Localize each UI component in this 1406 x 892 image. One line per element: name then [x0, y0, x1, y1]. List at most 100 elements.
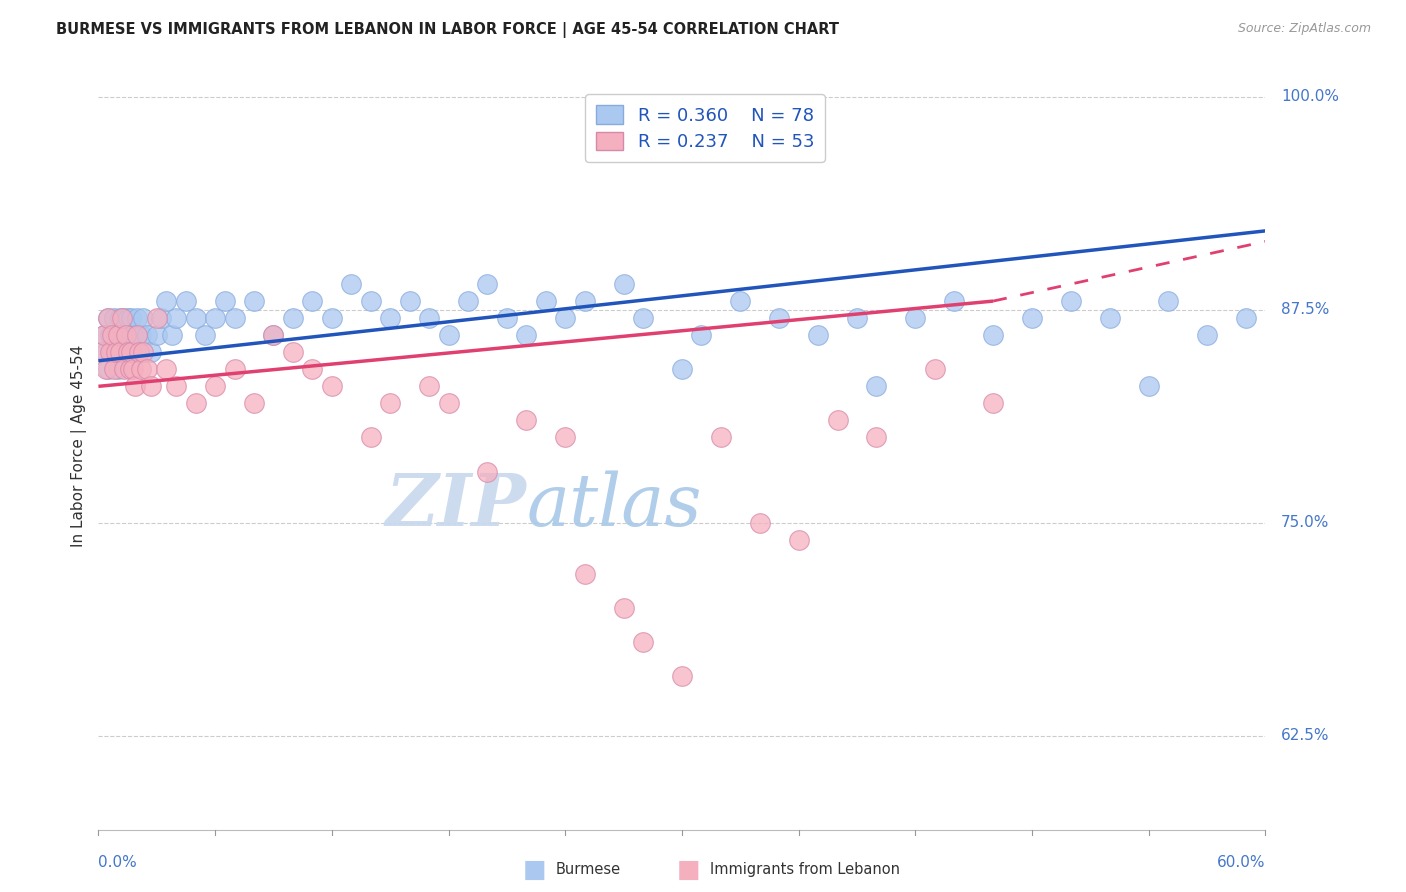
- Point: [807, 328, 830, 343]
- Point: [787, 533, 810, 547]
- Point: [124, 345, 146, 359]
- Point: [97, 311, 120, 326]
- Point: [437, 396, 460, 410]
- Point: [104, 345, 127, 359]
- Point: [418, 311, 440, 326]
- Point: [477, 465, 499, 479]
- Point: [97, 311, 120, 326]
- Point: [214, 294, 236, 309]
- Point: [981, 396, 1004, 410]
- Point: [281, 311, 304, 326]
- Point: [281, 345, 304, 359]
- Point: [631, 635, 654, 649]
- Point: [710, 430, 733, 444]
- Point: [243, 294, 266, 309]
- Text: ■: ■: [523, 858, 546, 881]
- Text: 0.0%: 0.0%: [98, 855, 138, 870]
- Point: [111, 345, 134, 359]
- Point: [121, 345, 143, 359]
- Point: [149, 311, 172, 326]
- Point: [554, 430, 576, 444]
- Point: [107, 345, 129, 359]
- Point: [184, 311, 207, 326]
- Point: [1195, 328, 1218, 343]
- Text: ZIP: ZIP: [385, 470, 526, 541]
- Point: [139, 379, 162, 393]
- Point: [139, 345, 162, 359]
- Point: [122, 362, 145, 376]
- Point: [224, 311, 246, 326]
- Text: 62.5%: 62.5%: [1281, 728, 1330, 743]
- Point: [865, 379, 887, 393]
- Text: ■: ■: [678, 858, 700, 881]
- Point: [121, 311, 143, 326]
- Point: [146, 311, 169, 326]
- Point: [671, 669, 693, 683]
- Point: [827, 413, 849, 427]
- Text: 75.0%: 75.0%: [1281, 516, 1329, 530]
- Point: [93, 328, 115, 343]
- Point: [457, 294, 479, 309]
- Point: [1313, 243, 1336, 257]
- Point: [243, 396, 266, 410]
- Point: [98, 328, 121, 343]
- Point: [380, 311, 402, 326]
- Point: [612, 601, 634, 615]
- Point: [127, 328, 149, 343]
- Point: [380, 396, 402, 410]
- Point: [114, 328, 136, 343]
- Point: [136, 328, 159, 343]
- Point: [631, 311, 654, 326]
- Point: [194, 328, 217, 343]
- Point: [107, 362, 129, 376]
- Point: [93, 328, 115, 343]
- Point: [155, 294, 177, 309]
- Point: [97, 362, 120, 376]
- Point: [108, 311, 131, 326]
- Point: [262, 328, 284, 343]
- Point: [91, 345, 114, 359]
- Point: [768, 311, 790, 326]
- Point: [117, 345, 139, 359]
- Point: [136, 362, 159, 376]
- Point: [165, 311, 187, 326]
- Point: [418, 379, 440, 393]
- Point: [301, 294, 323, 309]
- Point: [398, 294, 420, 309]
- Point: [96, 345, 118, 359]
- Point: [117, 311, 139, 326]
- Point: [104, 328, 127, 343]
- Point: [103, 362, 125, 376]
- Point: [118, 328, 141, 343]
- Point: [111, 328, 134, 343]
- Text: 87.5%: 87.5%: [1281, 302, 1329, 318]
- Point: [111, 311, 134, 326]
- Point: [224, 362, 246, 376]
- Point: [103, 311, 125, 326]
- Point: [262, 328, 284, 343]
- Point: [1098, 311, 1121, 326]
- Point: [574, 294, 596, 309]
- Point: [924, 362, 946, 376]
- Point: [127, 311, 149, 326]
- Point: [132, 345, 155, 359]
- Point: [845, 311, 868, 326]
- Text: BURMESE VS IMMIGRANTS FROM LEBANON IN LABOR FORCE | AGE 45-54 CORRELATION CHART: BURMESE VS IMMIGRANTS FROM LEBANON IN LA…: [56, 22, 839, 38]
- Legend: R = 0.360    N = 78, R = 0.237    N = 53: R = 0.360 N = 78, R = 0.237 N = 53: [585, 95, 825, 162]
- Point: [340, 277, 363, 291]
- Text: atlas: atlas: [526, 470, 702, 541]
- Point: [101, 328, 124, 343]
- Point: [730, 294, 752, 309]
- Point: [496, 311, 519, 326]
- Point: [165, 379, 187, 393]
- Point: [112, 311, 135, 326]
- Point: [108, 345, 131, 359]
- Point: [904, 311, 927, 326]
- Point: [943, 294, 966, 309]
- Point: [101, 345, 124, 359]
- Point: [114, 328, 136, 343]
- Text: Burmese: Burmese: [555, 863, 620, 877]
- Point: [1060, 294, 1083, 309]
- Text: 60.0%: 60.0%: [1218, 855, 1265, 870]
- Point: [981, 328, 1004, 343]
